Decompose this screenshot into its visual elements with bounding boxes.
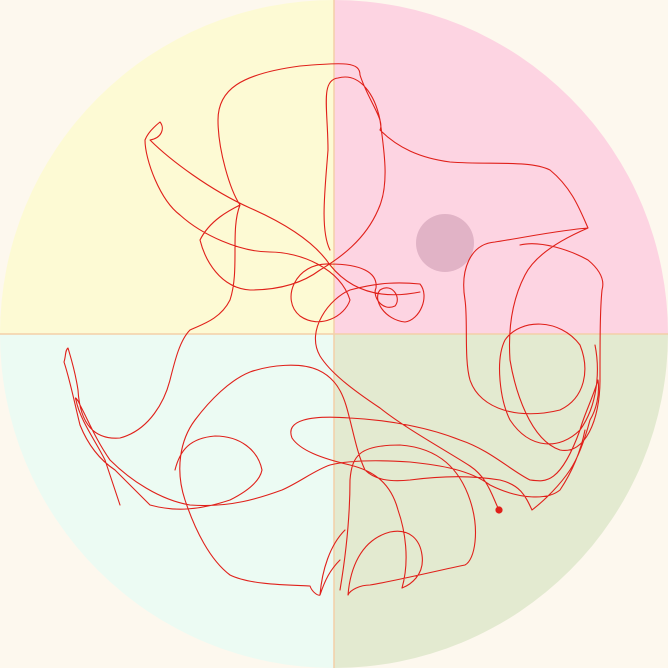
goal-disc-icon <box>416 214 474 272</box>
agent-dot-icon <box>495 506 503 514</box>
quadrant-top-left <box>0 0 334 334</box>
quadrant-bottom-right <box>334 334 668 668</box>
swim-path-trail <box>63 63 604 596</box>
quadrant-bottom-left <box>0 334 334 668</box>
